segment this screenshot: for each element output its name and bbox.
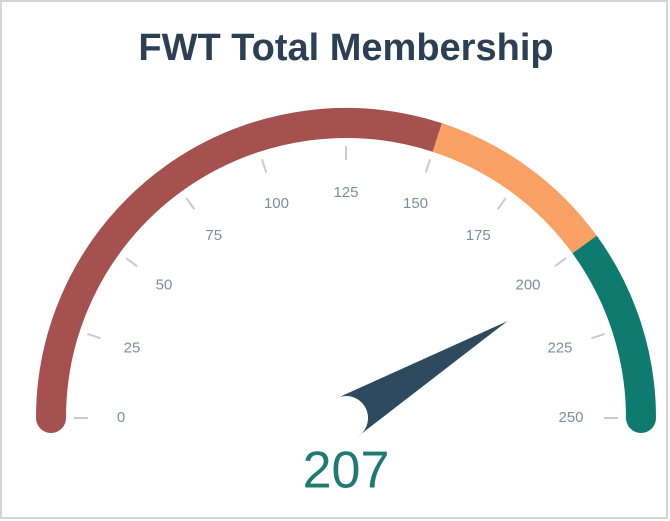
chart-title: FWT Total Membership [138,27,553,69]
tick-label: 250 [558,409,583,426]
tick-label: 100 [264,195,289,212]
tick-mark [424,159,432,173]
tick-mark [185,197,196,210]
gauge-value: 207 [303,442,390,500]
tick-mark [87,332,101,340]
tick-label: 25 [124,339,141,356]
tick-mark [496,197,507,210]
tick-label: 0 [117,409,125,426]
tick-label: 175 [466,227,491,244]
tick-label: 200 [516,277,541,294]
tick-label: 50 [156,277,173,294]
gauge-band [36,108,453,433]
tick-label: 75 [205,227,222,244]
tick-mark [125,257,138,268]
tick-label: 125 [333,184,358,201]
gauge-band [432,123,597,254]
tick-mark [554,257,567,268]
tick-mark [591,332,605,340]
gauge-needle [334,321,508,437]
tick-label: 225 [547,339,572,356]
tick-mark [260,159,268,173]
tick-label: 150 [403,195,428,212]
gauge-band [569,229,656,433]
